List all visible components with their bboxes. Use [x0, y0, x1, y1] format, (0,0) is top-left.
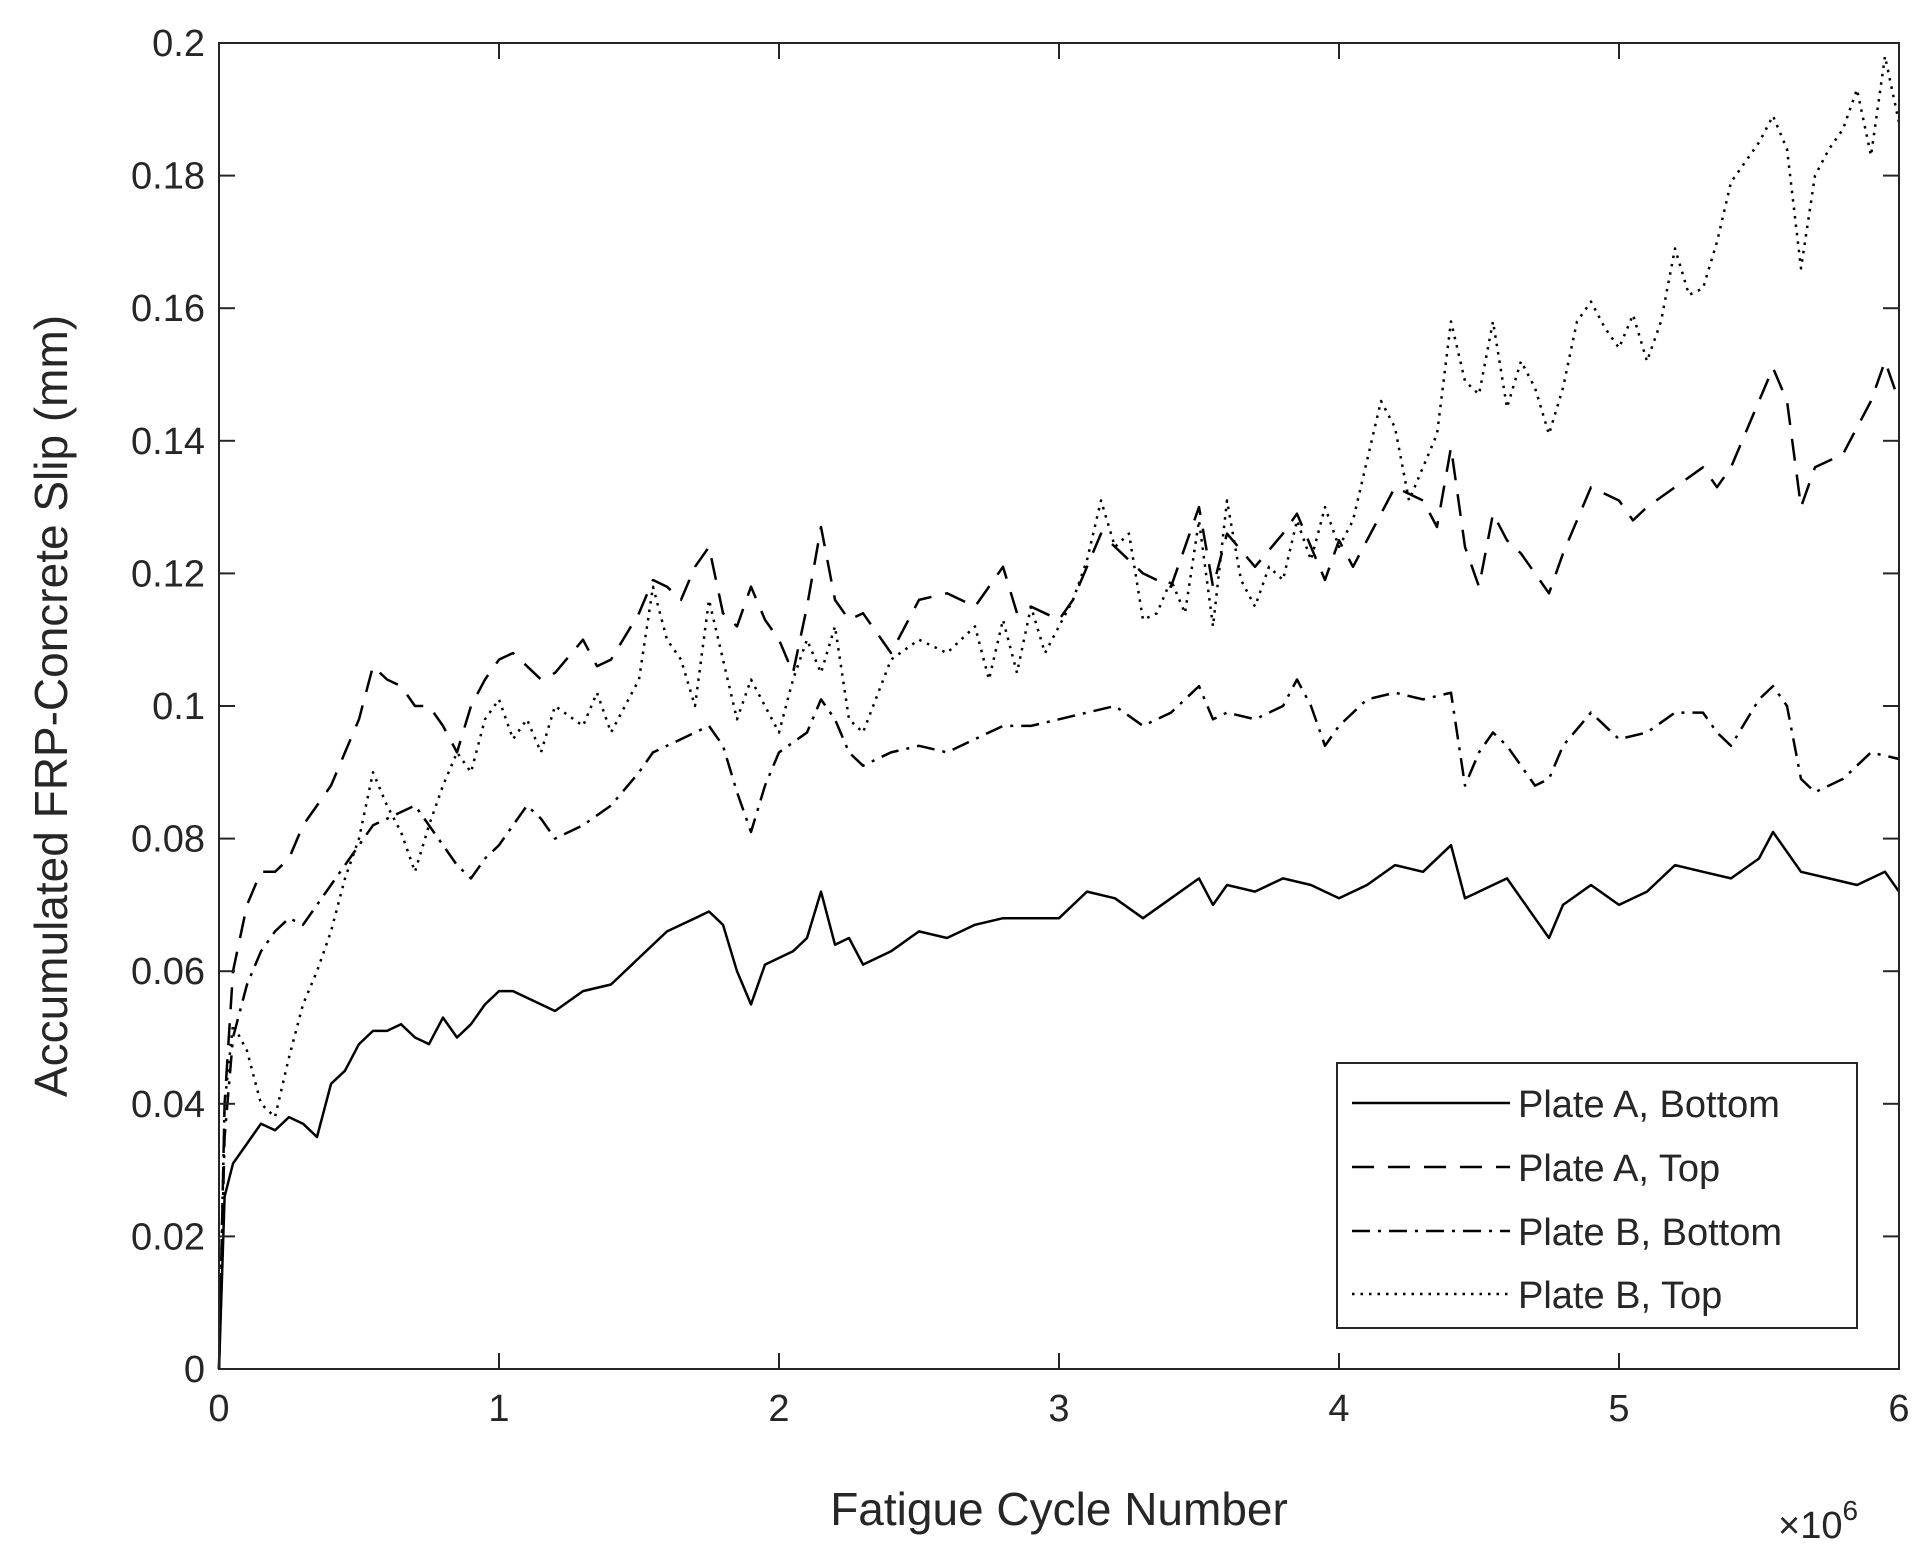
x-multiplier-base: ×10 [1778, 1505, 1842, 1547]
y-tick-label: 0.04 [131, 1084, 205, 1126]
y-tick-label: 0.2 [152, 23, 205, 65]
legend-label-plate-a-bottom: Plate A, Bottom [1518, 1084, 1780, 1126]
legend-box [1336, 1062, 1858, 1329]
x-tick-label: 2 [768, 1388, 789, 1430]
legend: Plate A, Bottom Plate A, Top Plate B, Bo… [1336, 1062, 1858, 1329]
x-tick-label: 0 [208, 1388, 229, 1430]
series-line-plate-a-top [217, 359, 1901, 1370]
x-tick-label: 4 [1328, 1388, 1349, 1430]
y-tick-label: 0.02 [131, 1216, 205, 1258]
y-tick-label: 0.18 [131, 156, 205, 198]
series-line-plate-b-top [217, 55, 1901, 1370]
y-tick-label: 0 [184, 1349, 205, 1391]
legend-label-plate-b-bottom: Plate B, Bottom [1518, 1212, 1782, 1254]
series-line-plate-b-bottom [217, 678, 1900, 1370]
x-axis-label: Fatigue Cycle Number [830, 1483, 1288, 1535]
y-tick-label: 0.08 [131, 819, 205, 861]
series-layer [217, 55, 1901, 1370]
x-tick-label: 5 [1608, 1388, 1629, 1430]
x-tick-label: 1 [488, 1388, 509, 1430]
y-tick-label: 0.14 [131, 421, 205, 463]
x-tick-label: 3 [1048, 1388, 1069, 1430]
x-tick-label: 6 [1888, 1388, 1909, 1430]
tick-labels-layer: 0 1 2 3 4 5 6 0 0.02 0.04 0.06 0.08 0.1 0.12 0.14 0.16 0… [131, 23, 1910, 1430]
y-tick-label: 0.06 [131, 951, 205, 993]
y-tick-label: 0.1 [152, 686, 205, 728]
y-tick-label: 0.12 [131, 553, 205, 595]
y-tick-label: 0.16 [131, 288, 205, 330]
ticks-layer [218, 42, 1900, 1370]
series-line-plate-a-bottom [217, 830, 1901, 1370]
legend-label-plate-b-top: Plate B, Top [1518, 1275, 1722, 1317]
legend-label-plate-a-top: Plate A, Top [1518, 1148, 1720, 1190]
x-multiplier-exponent: 6 [1842, 1495, 1858, 1526]
x-multiplier: ×106 [1778, 1495, 1858, 1547]
y-axis-label: Accumulated FRP-Concrete Slip (mm) [25, 315, 77, 1097]
